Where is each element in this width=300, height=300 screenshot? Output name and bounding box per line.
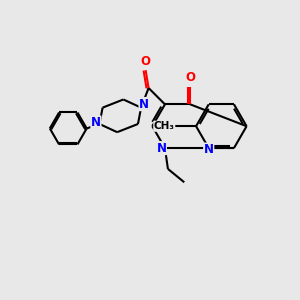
Text: N: N — [91, 116, 101, 129]
Text: CH₃: CH₃ — [154, 121, 175, 131]
Text: N: N — [156, 142, 167, 154]
Text: O: O — [141, 55, 151, 68]
Text: O: O — [185, 71, 195, 84]
Text: N: N — [139, 98, 149, 111]
Text: N: N — [204, 143, 214, 156]
